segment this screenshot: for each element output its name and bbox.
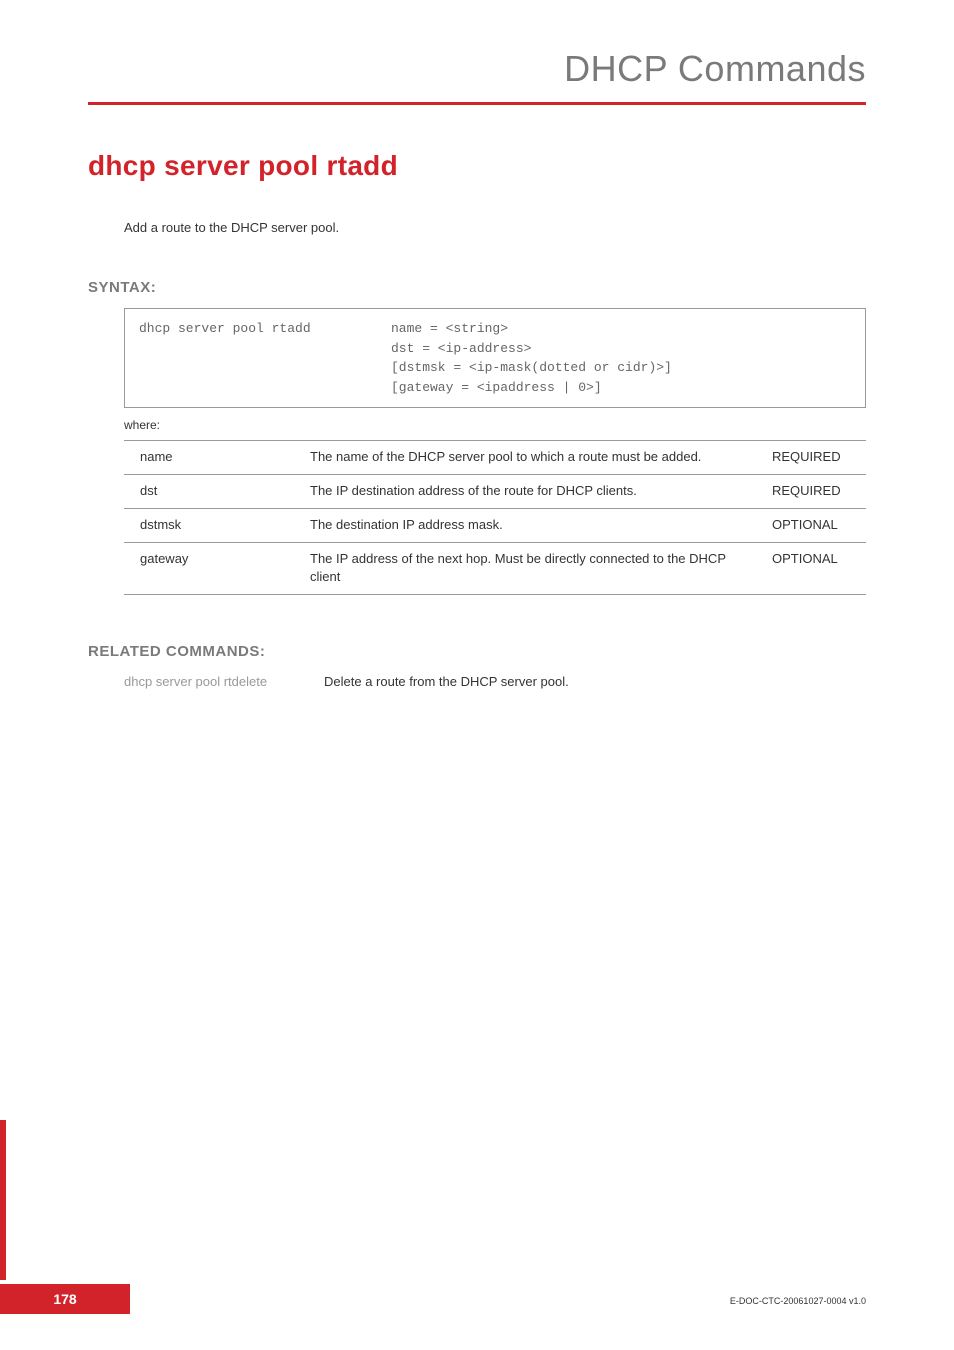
table-row: gateway The IP address of the next hop. … <box>124 542 866 595</box>
page-content: dhcp server pool rtadd Add a route to th… <box>88 150 866 689</box>
related-command-name: dhcp server pool rtdelete <box>124 674 324 689</box>
param-desc: The destination IP address mask. <box>294 508 756 542</box>
page-header: DHCP Commands <box>564 48 866 90</box>
param-name: name <box>124 441 294 475</box>
param-desc: The IP address of the next hop. Must be … <box>294 542 756 595</box>
related-command-desc: Delete a route from the DHCP server pool… <box>324 674 569 689</box>
syntax-box: dhcp server pool rtadd name = <string> d… <box>124 308 866 408</box>
document-id: E-DOC-CTC-20061027-0004 v1.0 <box>730 1296 866 1306</box>
syntax-arg: dst = <ip-address> <box>391 339 851 359</box>
param-desc: The name of the DHCP server pool to whic… <box>294 441 756 475</box>
command-description: Add a route to the DHCP server pool. <box>124 220 866 235</box>
param-req: OPTIONAL <box>756 508 866 542</box>
syntax-command: dhcp server pool rtadd <box>139 319 391 397</box>
section-title: DHCP Commands <box>564 48 866 90</box>
param-name: dstmsk <box>124 508 294 542</box>
parameters-table: name The name of the DHCP server pool to… <box>124 440 866 595</box>
command-title: dhcp server pool rtadd <box>88 150 866 182</box>
syntax-arg: [dstmsk = <ip-mask(dotted or cidr)>] <box>391 358 851 378</box>
param-req: REQUIRED <box>756 441 866 475</box>
where-label: where: <box>124 418 866 432</box>
related-commands-block: RELATED COMMANDS: dhcp server pool rtdel… <box>88 643 866 689</box>
param-req: REQUIRED <box>756 474 866 508</box>
syntax-arg: [gateway = <ipaddress | 0>] <box>391 378 851 398</box>
related-heading: RELATED COMMANDS: <box>88 643 866 660</box>
header-divider <box>88 102 866 105</box>
param-req: OPTIONAL <box>756 542 866 595</box>
related-row: dhcp server pool rtdelete Delete a route… <box>124 674 866 689</box>
table-row: dstmsk The destination IP address mask. … <box>124 508 866 542</box>
param-name: dst <box>124 474 294 508</box>
table-row: name The name of the DHCP server pool to… <box>124 441 866 475</box>
left-edge-accent <box>0 1120 6 1280</box>
param-name: gateway <box>124 542 294 595</box>
syntax-heading: SYNTAX: <box>88 279 866 296</box>
table-row: dst The IP destination address of the ro… <box>124 474 866 508</box>
syntax-args: name = <string> dst = <ip-address> [dstm… <box>391 319 851 397</box>
syntax-arg: name = <string> <box>391 319 851 339</box>
page-number: 178 <box>0 1284 130 1314</box>
param-desc: The IP destination address of the route … <box>294 474 756 508</box>
